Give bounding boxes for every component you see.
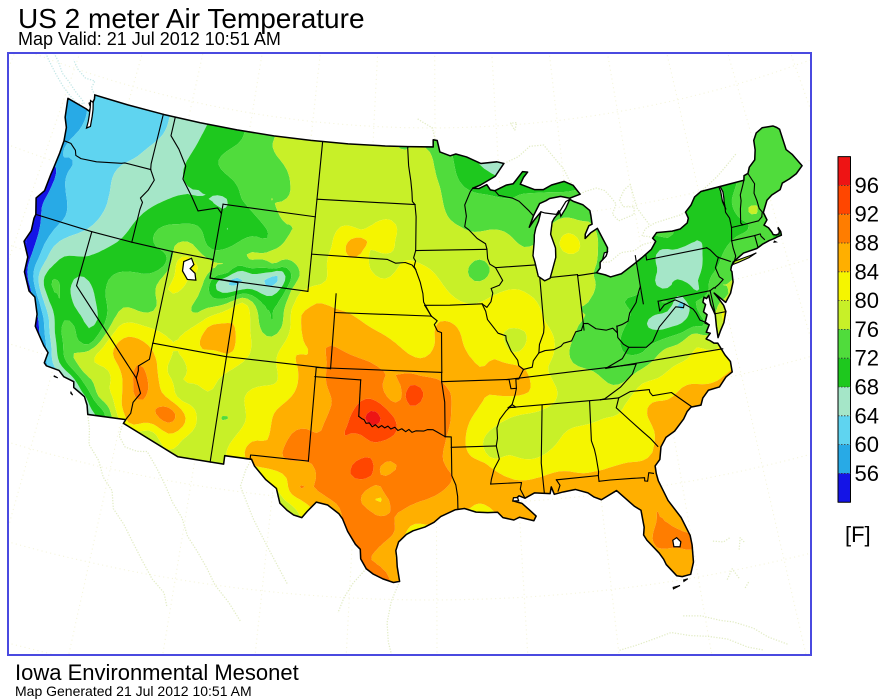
svg-text:80: 80: [855, 288, 879, 313]
svg-text:88: 88: [855, 231, 879, 256]
svg-text:68: 68: [855, 375, 879, 400]
svg-text:84: 84: [855, 259, 879, 284]
svg-text:72: 72: [855, 346, 879, 371]
svg-text:92: 92: [855, 202, 879, 227]
svg-text:96: 96: [855, 173, 879, 198]
svg-text:56: 56: [855, 461, 879, 486]
svg-text:60: 60: [855, 432, 879, 457]
svg-text:76: 76: [855, 317, 879, 342]
svg-text:64: 64: [855, 403, 879, 428]
svg-text:[F]: [F]: [845, 522, 871, 547]
